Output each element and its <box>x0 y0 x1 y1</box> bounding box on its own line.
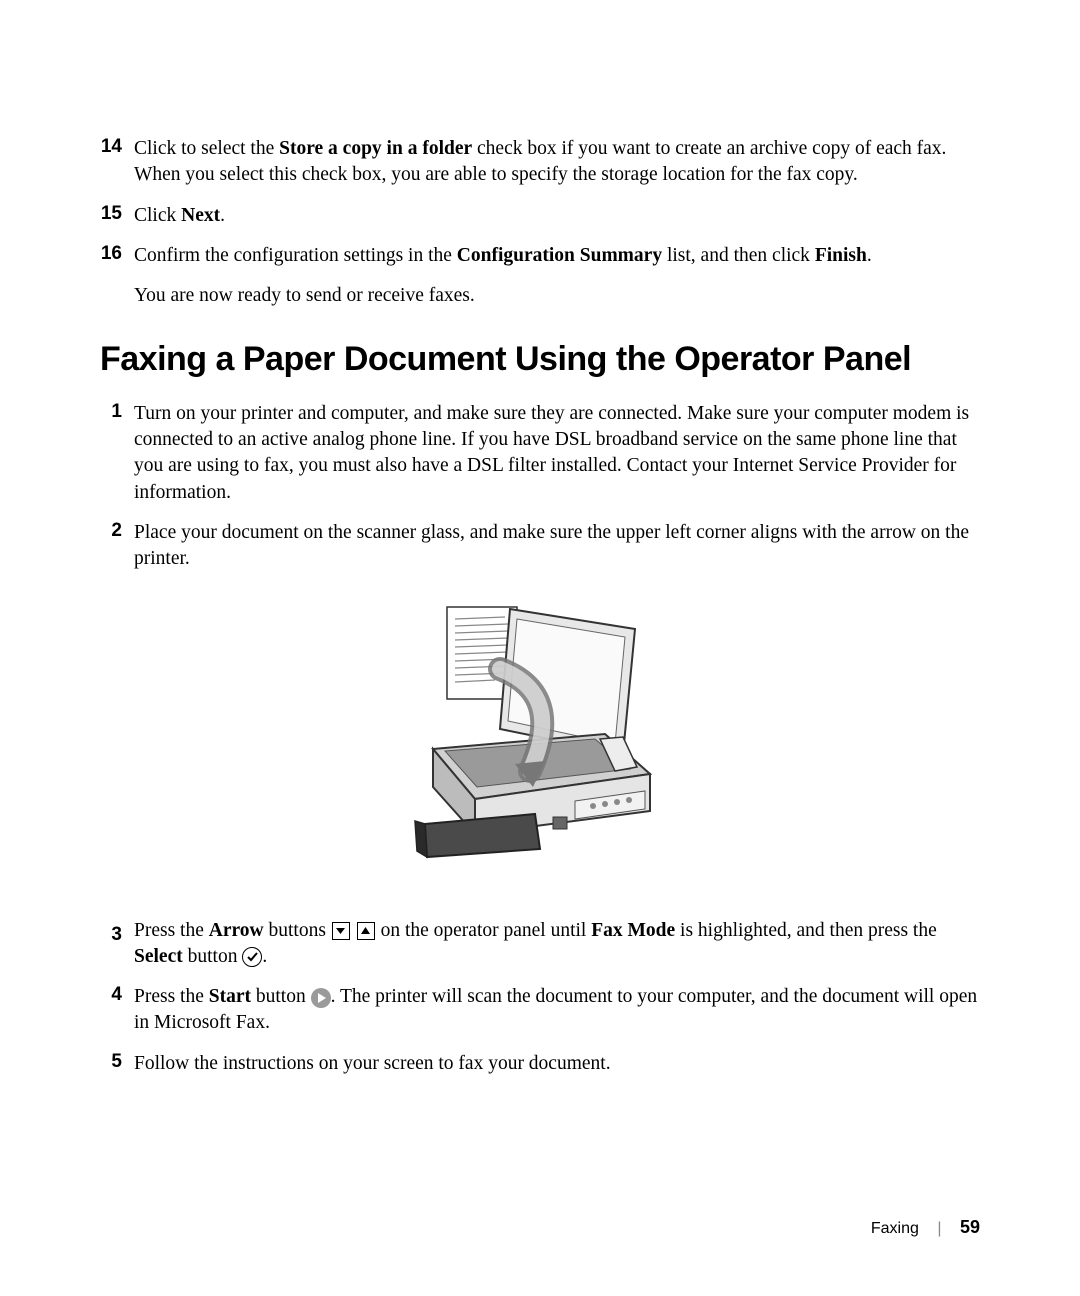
footer-section: Faxing <box>871 1220 919 1237</box>
scanner-printer-icon <box>405 599 675 879</box>
bold-text: Select <box>134 946 183 967</box>
text: . <box>867 245 872 266</box>
step-14: 14 Click to select the Store a copy in a… <box>100 136 980 189</box>
step-text: Confirm the configuration settings in th… <box>134 243 980 269</box>
text: Confirm the configuration settings in th… <box>134 245 457 266</box>
text: Click to select the <box>134 138 279 159</box>
text: Press the <box>134 920 209 941</box>
bold-text: Configuration Summary <box>457 245 662 266</box>
step-text: Click Next. <box>134 203 980 229</box>
start-play-icon <box>311 988 331 1008</box>
bold-text: Finish <box>815 245 867 266</box>
step-number: 4 <box>100 984 134 1037</box>
page-footer: Faxing | 59 <box>871 1217 980 1238</box>
bold-text: Next <box>181 205 220 226</box>
step-text: Click to select the Store a copy in a fo… <box>134 136 980 189</box>
step-5: 5 Follow the instructions on your screen… <box>100 1051 980 1077</box>
bold-text: Fax Mode <box>591 920 675 941</box>
printer-illustration <box>100 599 980 884</box>
text: buttons <box>264 920 331 941</box>
step-number: 14 <box>100 136 134 189</box>
down-arrow-icon <box>332 922 350 940</box>
text: Click <box>134 205 181 226</box>
text: . <box>262 946 267 967</box>
continuation-steps: 14 Click to select the Store a copy in a… <box>100 136 980 310</box>
step-text: Press the Start button . The printer wil… <box>134 984 980 1037</box>
section-heading: Faxing a Paper Document Using the Operat… <box>100 340 980 379</box>
step-text: Turn on your printer and computer, and m… <box>134 401 980 506</box>
up-arrow-icon <box>357 922 375 940</box>
text: list, and then click <box>662 245 815 266</box>
step-2: 2 Place your document on the scanner gla… <box>100 520 980 573</box>
step-3: 3 Press the Arrow buttons on the operato… <box>100 918 980 971</box>
step-number: 15 <box>100 203 134 229</box>
bold-text: Arrow <box>209 920 264 941</box>
step-number: 16 <box>100 243 134 269</box>
step-text: Press the Arrow buttons on the operator … <box>134 918 980 971</box>
text: Press the <box>134 986 209 1007</box>
text: is highlighted, and then press the <box>675 920 937 941</box>
bold-text: Store a copy in a folder <box>279 138 472 159</box>
step-text: Follow the instructions on your screen t… <box>134 1051 980 1077</box>
select-check-icon <box>242 947 262 967</box>
step-number: 2 <box>100 520 134 573</box>
step-4: 4 Press the Start button . The printer w… <box>100 984 980 1037</box>
page-number: 59 <box>960 1217 980 1237</box>
step-number: 3 <box>100 918 134 971</box>
bold-text: Start <box>209 986 251 1007</box>
step-16: 16 Confirm the configuration settings in… <box>100 243 980 269</box>
follow-on-text: You are now ready to send or receive fax… <box>134 283 980 309</box>
step-number: 1 <box>100 401 134 506</box>
text: button <box>183 946 243 967</box>
step-1: 1 Turn on your printer and computer, and… <box>100 401 980 506</box>
text: . <box>220 205 225 226</box>
procedure-steps: 1 Turn on your printer and computer, and… <box>100 401 980 573</box>
text: button <box>251 986 311 1007</box>
footer-separator: | <box>937 1220 941 1237</box>
step-text: Place your document on the scanner glass… <box>134 520 980 573</box>
step-15: 15 Click Next. <box>100 203 980 229</box>
text: on the operator panel until <box>381 920 592 941</box>
step-number: 5 <box>100 1051 134 1077</box>
